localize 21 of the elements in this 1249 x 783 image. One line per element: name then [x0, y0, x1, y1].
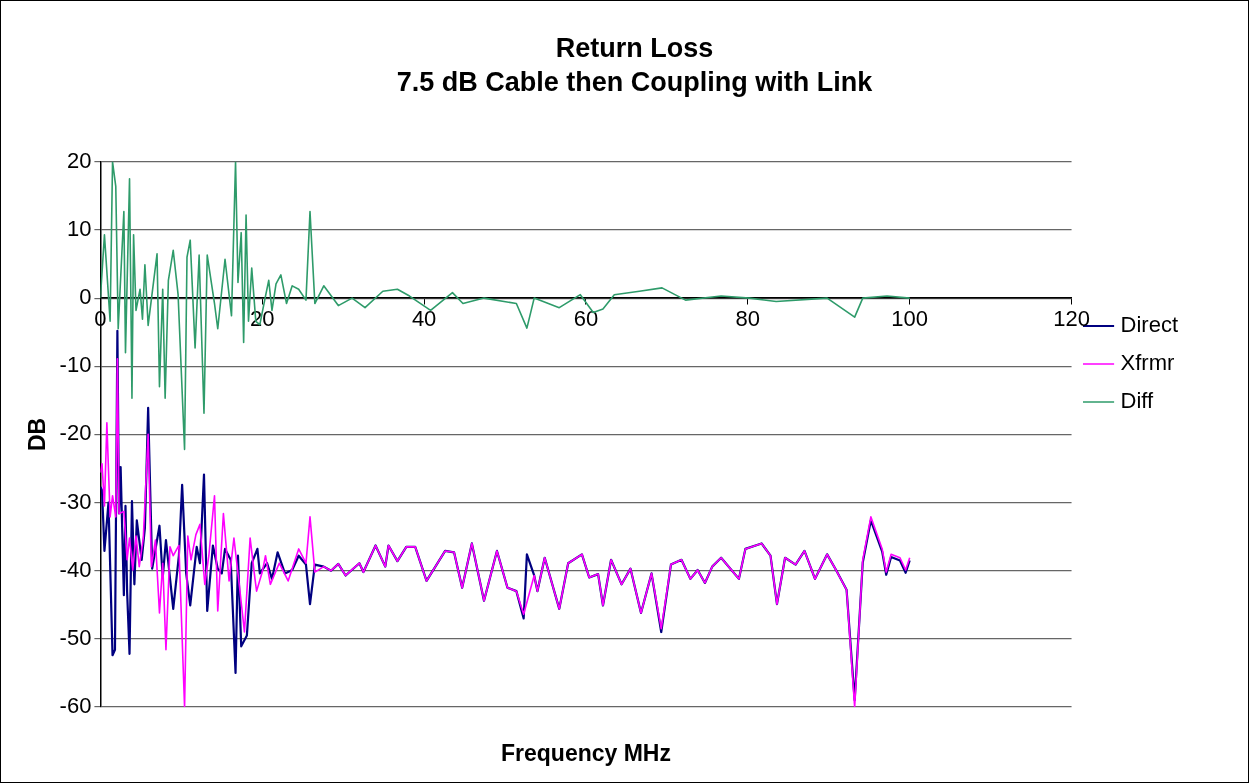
legend-label: Diff: [1120, 388, 1155, 414]
y-tick-label: -30: [59, 488, 92, 514]
x-axis-title: Frequency MHz: [500, 740, 671, 767]
y-tick-label: -60: [59, 693, 92, 719]
x-tick-label: 100: [891, 306, 929, 332]
legend-label: Direct: [1120, 312, 1178, 338]
y-axis-title: DB: [24, 417, 51, 452]
x-tick-label: 40: [411, 306, 437, 332]
chart-subtitle: 7.5 dB Cable then Coupling with Link: [396, 67, 874, 98]
chart-title: Return Loss: [555, 32, 714, 63]
y-tick-label: 0: [79, 284, 92, 310]
legend-label: Xfrmr: [1120, 350, 1175, 376]
y-tick-label: -40: [59, 556, 92, 582]
y-tick-label: 10: [66, 216, 92, 242]
x-tick-label: 80: [735, 306, 761, 332]
x-tick-label: 60: [573, 306, 599, 332]
y-tick-label: -20: [59, 420, 92, 446]
y-tick-label: -10: [59, 352, 92, 378]
y-tick-label: -50: [59, 624, 92, 650]
x-tick-label: 120: [1053, 306, 1090, 332]
y-tick-label: 20: [66, 147, 92, 173]
